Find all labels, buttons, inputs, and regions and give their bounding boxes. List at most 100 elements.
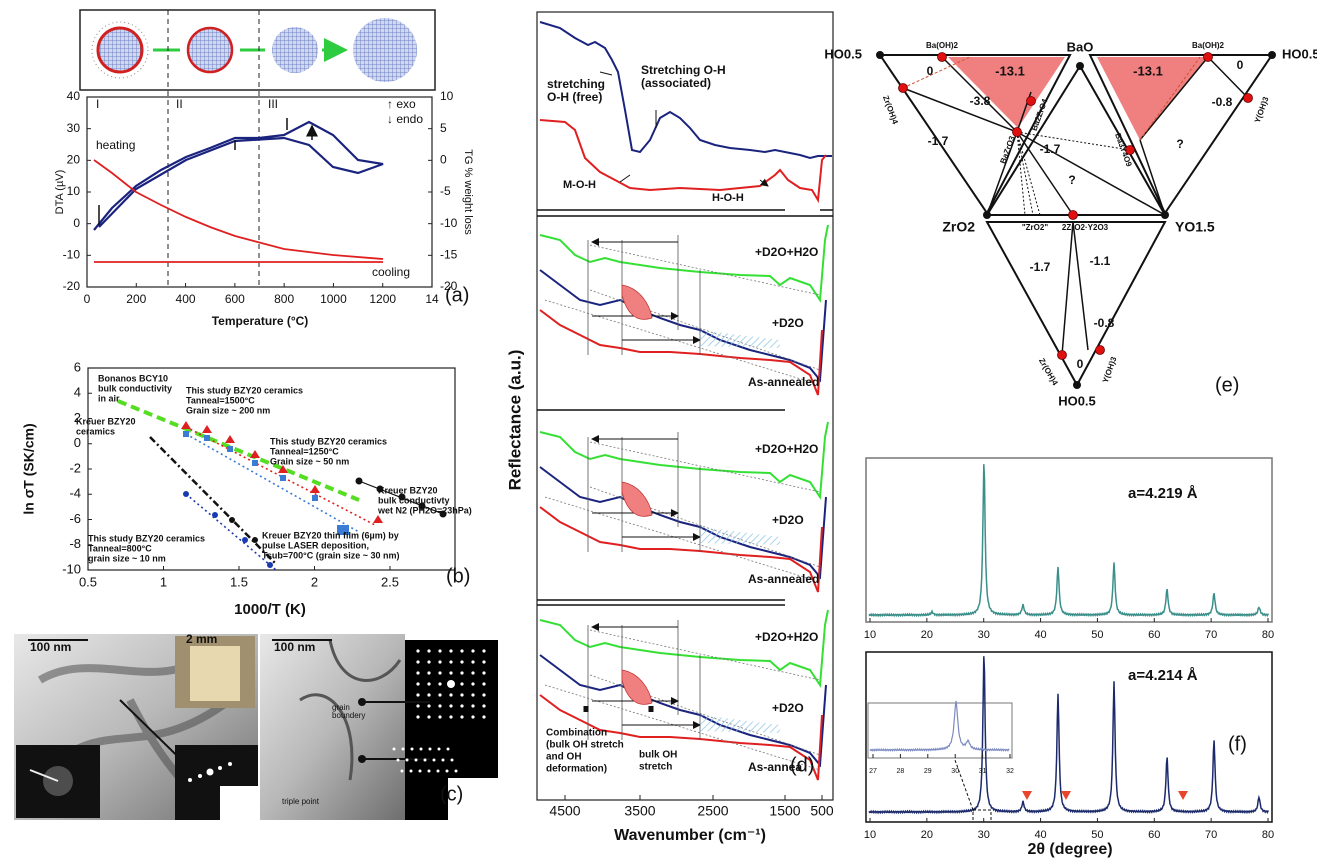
y-tick-label: 0 bbox=[73, 216, 80, 230]
label: -0.8 bbox=[1212, 95, 1233, 109]
label: YO1.5 bbox=[1175, 219, 1215, 235]
panel-a-circle bbox=[96, 26, 144, 74]
label: bulk conductivty bbox=[378, 495, 450, 505]
x-tick-label: 29 bbox=[924, 768, 932, 775]
x-tick-label: 1000 bbox=[320, 292, 347, 306]
diffraction-spot bbox=[414, 758, 418, 762]
diffraction-spot bbox=[449, 671, 453, 675]
label: -13.1 bbox=[995, 63, 1025, 78]
x-tick-label: 28 bbox=[897, 768, 905, 775]
diffraction-spot bbox=[460, 704, 464, 708]
diffraction-spot bbox=[419, 747, 423, 751]
diffraction-spot bbox=[445, 769, 449, 773]
diffraction-spot bbox=[427, 682, 431, 686]
diffraction-spot bbox=[471, 660, 475, 664]
panel-c-rect bbox=[220, 786, 258, 820]
diffraction-spot bbox=[438, 649, 442, 653]
x-tick-label: 32 bbox=[1006, 768, 1014, 775]
panel-e bbox=[876, 51, 1276, 389]
diffraction-spot bbox=[206, 768, 214, 776]
label: bulk OH bbox=[639, 750, 677, 761]
diffraction-spot bbox=[449, 693, 453, 697]
label: Zr(OH)4 bbox=[881, 94, 900, 126]
diffraction-spot bbox=[188, 778, 192, 782]
panel-e-g-circle bbox=[1268, 51, 1276, 59]
panel-e-g-circle bbox=[1068, 210, 1078, 220]
panel-c-rect bbox=[260, 634, 405, 820]
label: Ba(OH)2 bbox=[926, 41, 959, 50]
diffraction-spot bbox=[228, 762, 232, 766]
label: Kreuer BZY20 bbox=[76, 416, 136, 426]
diffraction-spot bbox=[198, 774, 202, 778]
panel-b-g bbox=[181, 421, 383, 523]
label: -1.7 bbox=[928, 134, 949, 148]
label: +D2O bbox=[772, 701, 804, 715]
label: -0.8 bbox=[1094, 316, 1115, 330]
panel-b-g-circle bbox=[252, 537, 258, 543]
diffraction-spot bbox=[482, 660, 486, 664]
label: (associated) bbox=[641, 76, 711, 90]
panel-e-g-circle bbox=[876, 51, 884, 59]
label: II bbox=[176, 97, 183, 111]
diffraction-spot bbox=[416, 671, 420, 675]
panel-c-rect bbox=[190, 646, 240, 701]
label: +D2O+H2O bbox=[755, 442, 818, 456]
y-tick-label: -10 bbox=[63, 248, 81, 262]
diffraction-spot bbox=[436, 769, 440, 773]
panel-e-g-circle bbox=[1073, 381, 1081, 389]
label: ↑ exo bbox=[387, 97, 416, 111]
diffraction-spot bbox=[418, 769, 422, 773]
panel-a-circle bbox=[353, 18, 417, 82]
x-tick-label: 800 bbox=[274, 292, 294, 306]
label: 1000/T (K) bbox=[234, 601, 306, 618]
diffraction-spot bbox=[482, 704, 486, 708]
diffraction-spot bbox=[427, 715, 431, 719]
panel-d-path bbox=[599, 71, 768, 186]
panel-b-g-rect bbox=[337, 525, 349, 535]
diffraction-spot bbox=[427, 671, 431, 675]
diffraction-spot bbox=[438, 715, 442, 719]
y-tick-label: 6 bbox=[74, 359, 81, 374]
x-tick-label: 200 bbox=[126, 292, 146, 306]
diffraction-spot bbox=[482, 682, 486, 686]
label: -13.1 bbox=[1133, 63, 1163, 78]
y-tick-label: -20 bbox=[63, 279, 81, 293]
x-tick-label: 500 bbox=[810, 803, 834, 819]
panel-e-g-circle bbox=[1026, 96, 1036, 106]
diffraction-spot bbox=[482, 649, 486, 653]
panel-b-g-circle bbox=[212, 512, 218, 518]
diffraction-spot bbox=[449, 704, 453, 708]
x-tick-label: 60 bbox=[1148, 629, 1160, 641]
x-tick-label: 40 bbox=[1034, 829, 1046, 841]
x-tick-label: 80 bbox=[1262, 829, 1274, 841]
x-tick-label: 70 bbox=[1205, 629, 1217, 641]
label: Stretching O-H bbox=[641, 63, 726, 77]
panel-d-rect bbox=[536, 11, 834, 801]
panel-d-path bbox=[583, 706, 654, 712]
x-tick-label: 50 bbox=[1091, 629, 1103, 641]
panel-b-g-circle bbox=[183, 491, 189, 497]
panel-e-g-circle bbox=[898, 83, 908, 93]
diffraction-spot bbox=[460, 693, 464, 697]
label: ceramics bbox=[76, 426, 115, 436]
x-tick-label: 20 bbox=[921, 829, 933, 841]
y-tick-label: 30 bbox=[67, 121, 81, 135]
panel-f-rect bbox=[972, 809, 992, 823]
label: +D2O+H2O bbox=[755, 630, 818, 644]
label: DTA (µV) bbox=[54, 170, 66, 215]
panel-e-path bbox=[902, 56, 1249, 356]
label: stretching bbox=[547, 77, 605, 91]
x-tick-label: 0 bbox=[84, 292, 91, 306]
y-tick-label: 10 bbox=[67, 184, 81, 198]
diffraction-spot bbox=[438, 693, 442, 697]
diffraction-spot bbox=[446, 747, 450, 751]
x-tick-label: 2500 bbox=[697, 803, 728, 819]
label: and OH bbox=[546, 752, 582, 763]
label: -1.7 bbox=[1030, 260, 1051, 274]
diffraction-spot bbox=[416, 649, 420, 653]
label: +D2O+H2O bbox=[755, 245, 818, 259]
x-tick-label: 27 bbox=[869, 768, 877, 775]
label: Y(OH)3 bbox=[1253, 95, 1271, 124]
x-tick-label: 3500 bbox=[624, 803, 655, 819]
diffraction-spot bbox=[218, 766, 222, 770]
